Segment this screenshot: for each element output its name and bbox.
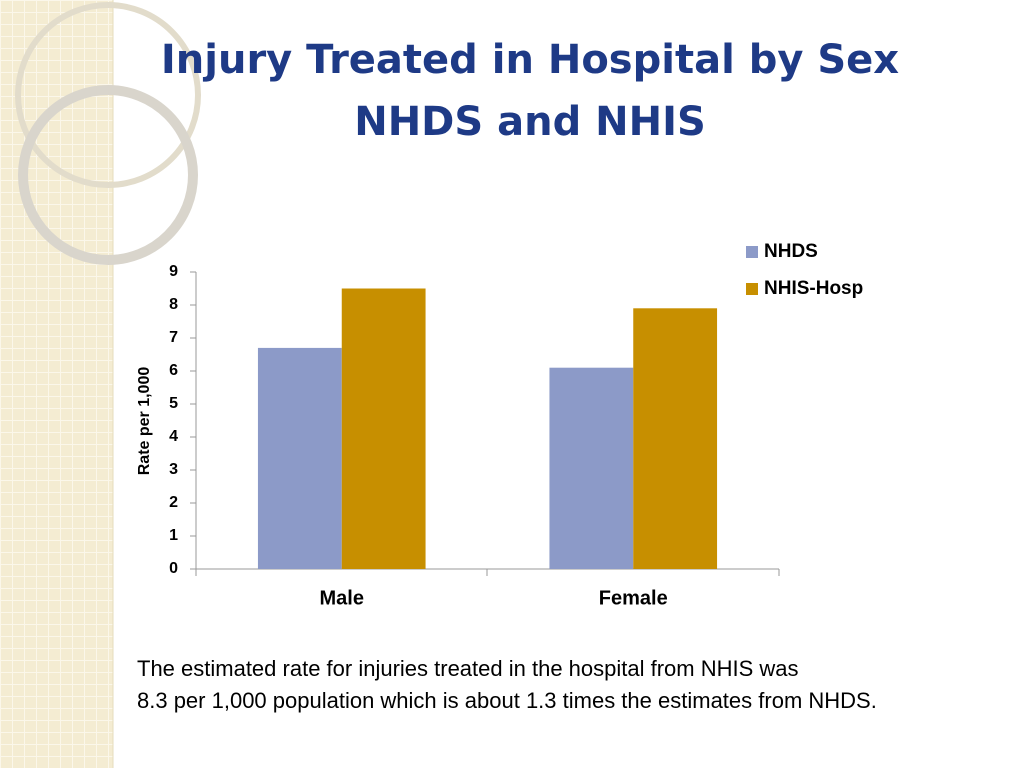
y-axis-label: Rate per 1,000 [136, 367, 153, 476]
y-tick-label: 7 [169, 329, 178, 346]
y-tick-label: 9 [169, 263, 178, 280]
chart-title: NHDS and NHIS [354, 99, 706, 145]
y-tick-label: 1 [169, 527, 178, 544]
y-tick-label: 6 [169, 362, 178, 379]
y-tick-label: 5 [169, 395, 178, 412]
caption: 8.3 per 1,000 population which is about … [137, 688, 877, 713]
bar [633, 308, 718, 569]
side-strip [0, 0, 113, 768]
bar [341, 288, 426, 569]
bar [257, 347, 342, 569]
caption: The estimated rate for injuries treated … [137, 656, 799, 681]
x-tick-label: Female [599, 587, 668, 609]
decor-circle [15, 2, 201, 188]
y-tick-label: 4 [169, 428, 178, 445]
decor-circle [18, 85, 198, 265]
y-tick-label: 3 [169, 461, 178, 478]
bar [549, 367, 634, 569]
y-tick-label: 8 [169, 296, 178, 313]
x-tick-label: Male [320, 587, 364, 609]
legend-label: NHIS-Hosp [764, 278, 863, 299]
y-tick-label: 2 [169, 494, 178, 511]
legend-swatch [746, 283, 758, 295]
legend-swatch [746, 246, 758, 258]
y-tick-label: 0 [169, 560, 178, 577]
legend-label: NHDS [764, 241, 818, 262]
chart-title: Injury Treated in Hospital by Sex [161, 37, 899, 83]
